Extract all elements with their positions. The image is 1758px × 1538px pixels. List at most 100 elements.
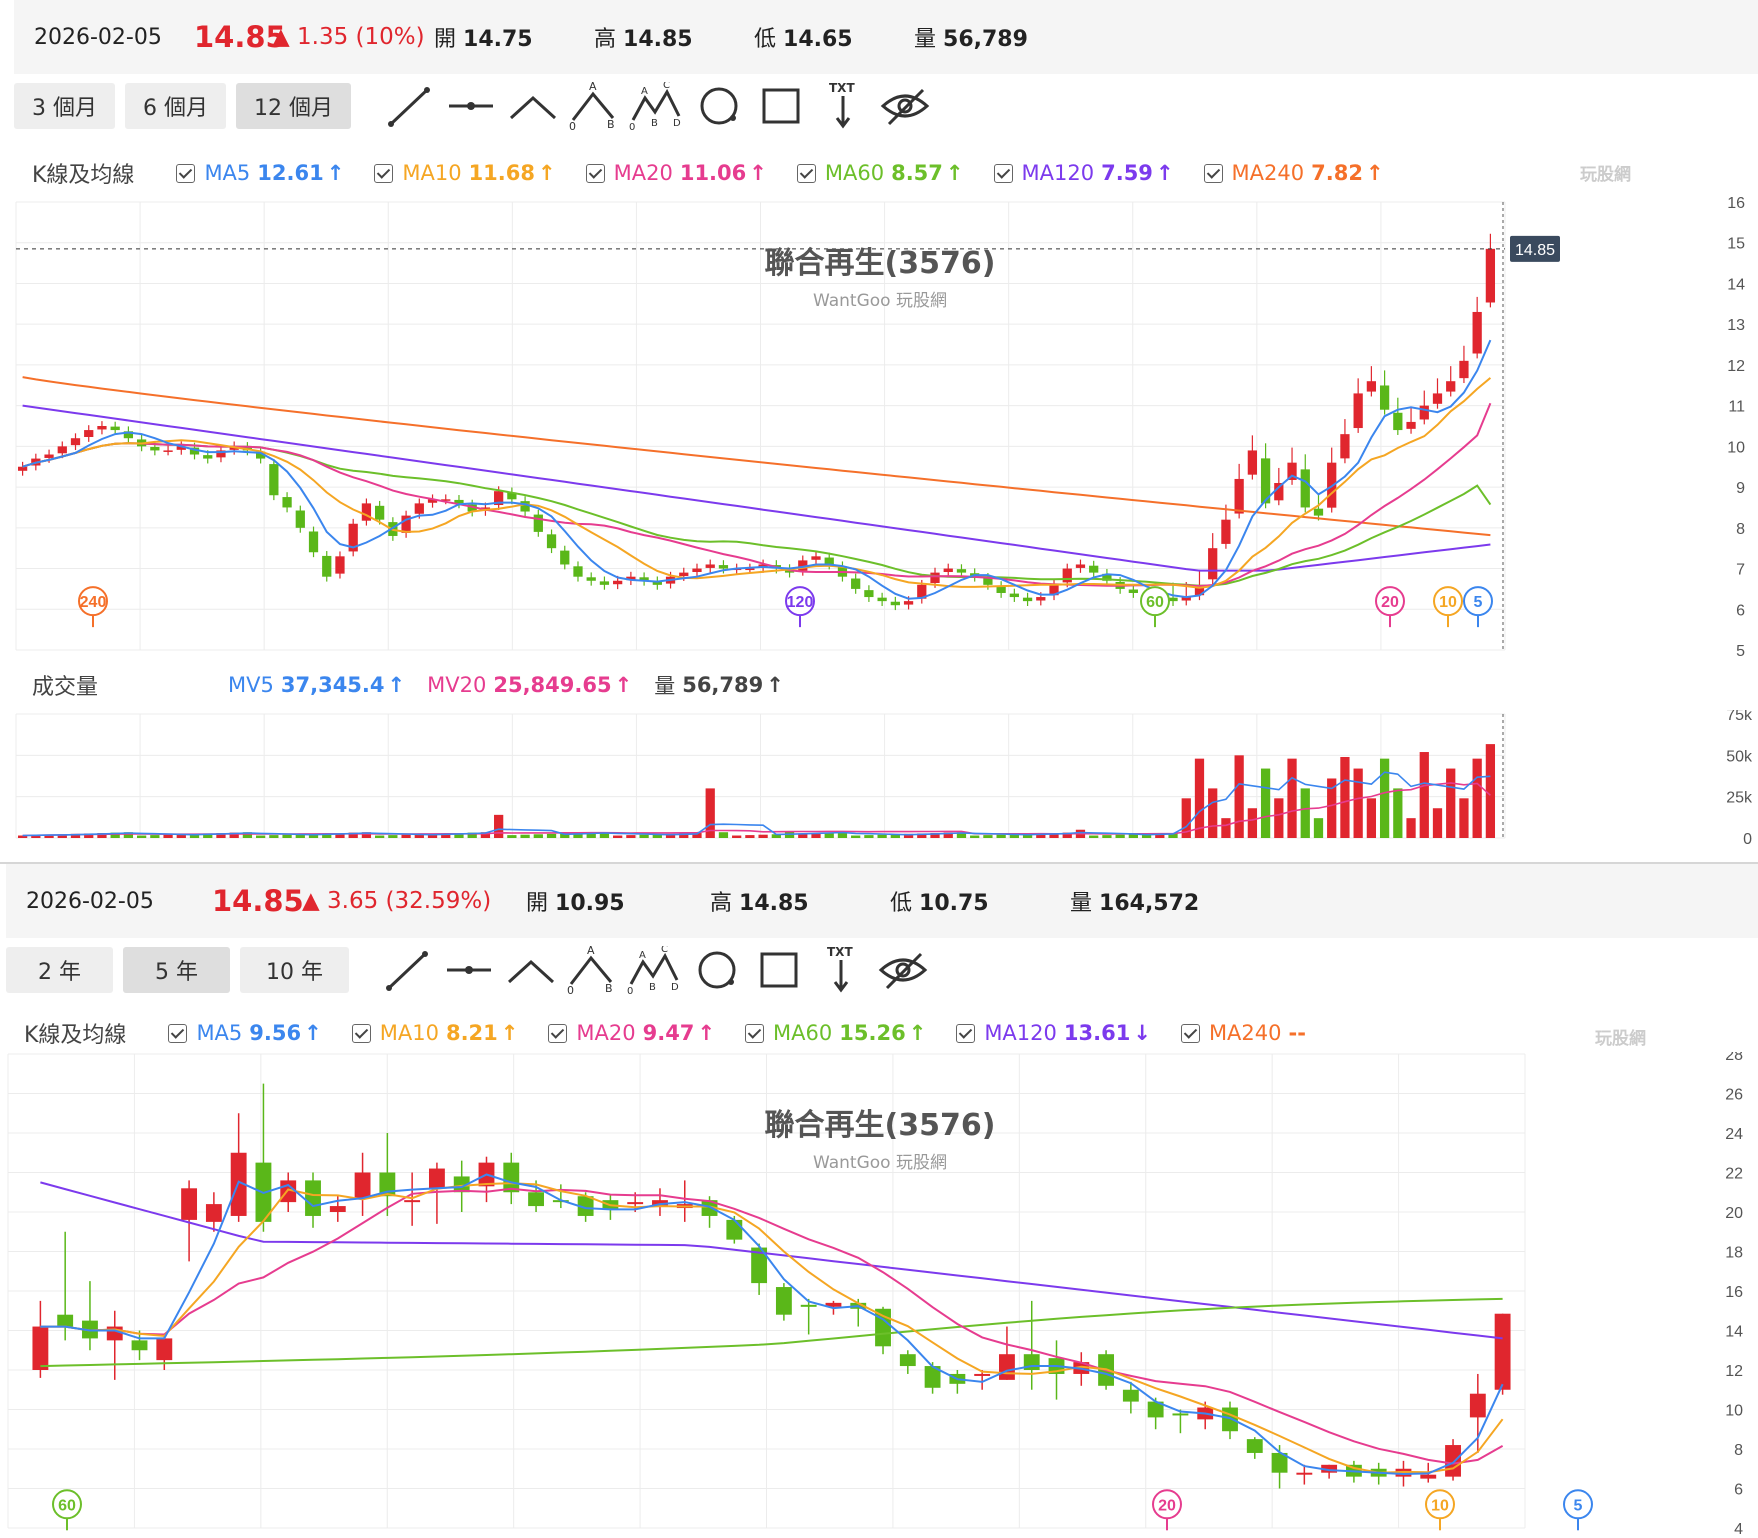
- candle-body: [1022, 597, 1033, 602]
- candle-body: [1168, 597, 1178, 602]
- candle: [1075, 559, 1086, 573]
- candle: [454, 495, 464, 509]
- candle: [1128, 584, 1138, 598]
- candlestick-chart[interactable]: 5 6 7 8 9 10 11 12 13 14 15 16 14.85 240 120 60 20 10 5: [0, 196, 1758, 666]
- ma-legend-item[interactable]: MA240 --: [1180, 1021, 1306, 1045]
- range-3m-button[interactable]: 3 個月: [14, 83, 115, 129]
- volume-bar: [1274, 798, 1284, 838]
- range-5y-button[interactable]: 5 年: [123, 947, 230, 993]
- ma-legend-item[interactable]: MA10 8.21 ↑: [351, 1021, 518, 1045]
- ma-legend-item[interactable]: MA60 8.57 ↑: [796, 161, 964, 185]
- y-tick-label: 10: [1727, 439, 1745, 456]
- horizontal-line-icon[interactable]: [441, 946, 497, 994]
- volume-bar: [57, 834, 67, 838]
- checkbox[interactable]: [176, 163, 196, 183]
- volume-bar: [269, 835, 279, 838]
- candle-body: [70, 438, 81, 446]
- ma-legend-item[interactable]: MA5 9.56 ↑: [168, 1021, 322, 1045]
- checkbox[interactable]: [168, 1023, 188, 1043]
- abc-pattern-icon[interactable]: 0 A B: [565, 946, 621, 994]
- abcd-pattern-icon[interactable]: 0 A B C D: [627, 946, 683, 994]
- candle: [639, 572, 649, 586]
- candle: [163, 445, 173, 456]
- ma-legend-item[interactable]: MA120 13.61 ↓: [956, 1021, 1151, 1045]
- ma-legend-item[interactable]: MA60 15.26 ↑: [745, 1021, 926, 1045]
- ma-legend-item[interactable]: MA120 7.59 ↑: [993, 161, 1174, 185]
- horizontal-line-icon[interactable]: [443, 82, 499, 130]
- checkbox[interactable]: [745, 1023, 765, 1043]
- candle-body: [1494, 1313, 1511, 1390]
- ma120-line: [22, 404, 1491, 572]
- ma60-line: [40, 1297, 1503, 1368]
- y-tick-label: 13: [1727, 317, 1745, 334]
- y-tick-label: 22: [1725, 1166, 1743, 1183]
- ma-legend-item[interactable]: MA240 7.82 ↑: [1203, 161, 1384, 185]
- ma-legend-item[interactable]: MA5 12.61 ↑: [176, 161, 344, 185]
- hide-eye-icon[interactable]: [875, 946, 931, 994]
- circle-icon[interactable]: [689, 946, 745, 994]
- candle: [1246, 1437, 1263, 1459]
- toolbar: 2 年 5 年 10 年 0 A B 0 A B C D TXT: [6, 946, 931, 994]
- checkbox[interactable]: [585, 163, 605, 183]
- angle-icon[interactable]: [503, 946, 559, 994]
- volume-chart[interactable]: 0 25k 50k 75k: [0, 710, 1758, 850]
- checkbox[interactable]: [1203, 163, 1223, 183]
- marker-label: 5: [1574, 1497, 1583, 1514]
- candle-body: [467, 504, 477, 512]
- checkbox[interactable]: [796, 163, 816, 183]
- quote-date: 2026-02-05: [26, 888, 154, 914]
- range-12m-button[interactable]: 12 個月: [236, 83, 351, 129]
- candlestick-chart[interactable]: 4 6 8 10 12 14 16 18 20 22 24 26 28 60 20 10 5: [0, 1052, 1758, 1538]
- rectangle-icon[interactable]: [751, 946, 807, 994]
- ma-legend-item[interactable]: MA20 9.47 ↑: [548, 1021, 715, 1045]
- circle-icon[interactable]: [691, 82, 747, 130]
- candle-body: [1234, 478, 1244, 514]
- hide-eye-icon[interactable]: [877, 82, 933, 130]
- ma-legend-item[interactable]: MA10 11.68 ↑: [374, 161, 556, 185]
- volume-bar: [573, 833, 583, 838]
- ma-legend-item[interactable]: MA20 11.06 ↑: [585, 161, 767, 185]
- candle: [1208, 533, 1218, 585]
- text-icon[interactable]: TXT: [815, 82, 871, 130]
- abc-pattern-icon[interactable]: 0 A B: [567, 82, 623, 130]
- volume-bar: [864, 835, 874, 838]
- volume-bar: [1472, 758, 1482, 838]
- mv-legend-item[interactable]: 量 56,789 ↑: [654, 670, 784, 700]
- rectangle-icon[interactable]: [753, 82, 809, 130]
- checkbox[interactable]: [548, 1023, 568, 1043]
- volume-bar: [745, 835, 755, 838]
- candle: [1406, 406, 1416, 434]
- trend-line-icon[interactable]: [381, 82, 437, 130]
- range-2y-button[interactable]: 2 年: [6, 947, 113, 993]
- y-tick-label: 15: [1727, 236, 1745, 253]
- range-10y-button[interactable]: 10 年: [240, 947, 349, 993]
- mv-legend-item[interactable]: MV5 37,345.4 ↑: [228, 670, 405, 700]
- range-6m-button[interactable]: 6 個月: [125, 83, 226, 129]
- svg-text:TXT: TXT: [829, 82, 855, 95]
- checkbox[interactable]: [1180, 1023, 1200, 1043]
- candle-body: [414, 503, 424, 514]
- volume-bar: [956, 832, 967, 838]
- watermark-title: 聯合再生(3576): [764, 1108, 996, 1143]
- candle: [1247, 435, 1257, 480]
- svg-text:0: 0: [569, 120, 576, 130]
- trend-line-icon[interactable]: [379, 946, 435, 994]
- ma5-line: [22, 339, 1492, 600]
- mv-legend-item[interactable]: MV20 25,849.65 ↑: [427, 670, 632, 700]
- angle-icon[interactable]: [505, 82, 561, 130]
- quote-volume: 量 164,572: [1070, 891, 1200, 916]
- candle-body: [1379, 385, 1390, 410]
- drawing-tools: 0 A B 0 A B C D TXT: [375, 82, 933, 130]
- candle-body: [943, 568, 953, 573]
- abcd-pattern-icon[interactable]: 0 A B C D: [629, 82, 685, 130]
- candle-body: [453, 1176, 470, 1193]
- candle-body: [701, 1200, 718, 1216]
- monthly-chart-panel: 2026-02-05 14.85 ▲ 3.65 (32.59%) 開 10.95…: [0, 862, 1758, 1538]
- checkbox[interactable]: [993, 163, 1013, 183]
- volume-bar: [494, 814, 504, 838]
- checkbox[interactable]: [374, 163, 394, 183]
- checkbox[interactable]: [956, 1023, 976, 1043]
- checkbox[interactable]: [351, 1023, 371, 1043]
- text-icon[interactable]: TXT: [813, 946, 869, 994]
- volume-bar: [1049, 833, 1059, 838]
